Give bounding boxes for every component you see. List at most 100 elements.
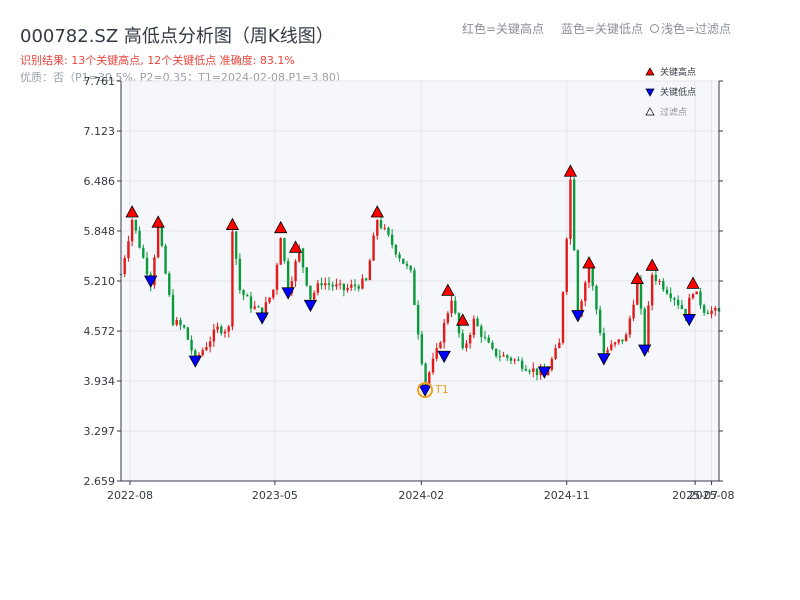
candle-body xyxy=(275,264,279,290)
candle-body xyxy=(424,363,427,384)
candle-body xyxy=(606,349,609,353)
candle-body xyxy=(197,354,201,356)
candle-body xyxy=(305,267,308,286)
candle-body xyxy=(472,318,476,335)
candle-body xyxy=(494,348,498,357)
x-tick-label: 2025-08 xyxy=(689,489,735,502)
candle-body xyxy=(539,369,542,376)
t1-ring xyxy=(417,381,434,398)
candle-body xyxy=(680,305,684,309)
y-tick-label: 7.123 xyxy=(84,125,116,138)
candle-body xyxy=(502,355,505,357)
candle-body xyxy=(676,299,680,306)
candle-body xyxy=(142,247,145,258)
candle-body xyxy=(673,298,676,300)
key-low-marker xyxy=(571,310,585,323)
candle-body xyxy=(450,300,453,314)
legend-low-icon xyxy=(645,88,655,97)
candle-body xyxy=(364,278,368,281)
key-low-marker xyxy=(281,287,295,300)
candle-body xyxy=(710,310,713,315)
key-low-marker xyxy=(303,299,318,313)
candle-body xyxy=(520,360,524,369)
key-high-marker xyxy=(686,276,700,289)
candle-body xyxy=(309,285,312,300)
candle-body xyxy=(565,238,568,293)
header-legend-red: 红色=关键高点 xyxy=(462,22,545,36)
candle-body xyxy=(331,284,334,287)
candle-body xyxy=(290,281,294,294)
candle-body xyxy=(524,368,528,371)
x-tick-label: 2024-02 xyxy=(398,489,444,502)
candle-body xyxy=(171,294,175,325)
candle-body xyxy=(684,308,687,317)
candle-body xyxy=(138,230,141,248)
candle-body xyxy=(509,357,513,361)
candle-body xyxy=(272,289,275,298)
y-tick-label: 2.659 xyxy=(84,475,116,488)
candle-body xyxy=(223,331,227,334)
x-axis-ticks: 2022-08 2023-05 2024-02 2024-11 2025-072025-… xyxy=(107,481,735,502)
candle-body xyxy=(390,234,394,245)
candle-body xyxy=(231,231,234,327)
header-legend-blue: 蓝色=关键低点 xyxy=(561,22,644,36)
candle-body xyxy=(439,342,442,349)
candle-body xyxy=(591,266,594,287)
candle-body xyxy=(201,350,204,355)
candle-body xyxy=(546,369,550,376)
candle-body xyxy=(186,327,190,340)
candle-body xyxy=(442,322,446,343)
candle-body xyxy=(454,300,457,314)
candle-body xyxy=(658,280,661,282)
candle-body xyxy=(294,261,297,282)
candle-body xyxy=(561,292,565,343)
key-high-marker xyxy=(456,313,470,326)
candle-body xyxy=(279,238,282,265)
candle-body xyxy=(394,244,398,255)
candle-body xyxy=(264,302,268,318)
candle-body xyxy=(301,248,305,268)
y-tick-label: 5.848 xyxy=(84,225,116,238)
x-tick-label: 2022-08 xyxy=(107,489,153,502)
candle-body xyxy=(312,292,316,300)
y-tick-label: 3.297 xyxy=(84,425,116,438)
key-low-marker xyxy=(418,384,432,397)
candle-body xyxy=(532,368,535,372)
candle-body xyxy=(572,179,576,251)
candle-body xyxy=(283,238,286,262)
candle-body xyxy=(480,326,483,337)
candle-body xyxy=(628,318,632,335)
legend-label: 关键低点 xyxy=(660,86,696,98)
candle-body xyxy=(130,219,134,242)
candle-body xyxy=(695,291,698,295)
candle-body xyxy=(643,308,646,348)
candle-body xyxy=(175,319,178,325)
candle-body xyxy=(327,283,331,285)
candle-body xyxy=(335,284,338,287)
x-tick-label: 2023-05 xyxy=(252,489,298,502)
candle-body xyxy=(461,333,464,349)
candle-body xyxy=(402,258,405,264)
candle-body xyxy=(190,339,193,351)
candle-body xyxy=(528,370,531,372)
x-tick-label: 2025-07 xyxy=(672,489,718,502)
candle-body xyxy=(298,248,301,262)
key-high-marker xyxy=(125,205,139,218)
candle-body xyxy=(420,334,424,364)
candle-body xyxy=(342,283,346,291)
candle-body xyxy=(145,257,149,275)
candle-body xyxy=(416,305,420,335)
candle-body xyxy=(246,295,249,297)
candle-body xyxy=(353,284,357,287)
key-high-marker xyxy=(441,283,455,296)
candle-body xyxy=(286,261,290,294)
candle-body xyxy=(127,241,130,259)
candle-body xyxy=(665,289,669,294)
candle-body xyxy=(688,297,691,317)
candle-body xyxy=(702,305,706,313)
candle-body xyxy=(220,326,223,334)
candle-body xyxy=(446,313,450,323)
key-high-marker xyxy=(630,271,644,285)
candle-body xyxy=(398,254,401,259)
candle-body xyxy=(569,179,572,239)
